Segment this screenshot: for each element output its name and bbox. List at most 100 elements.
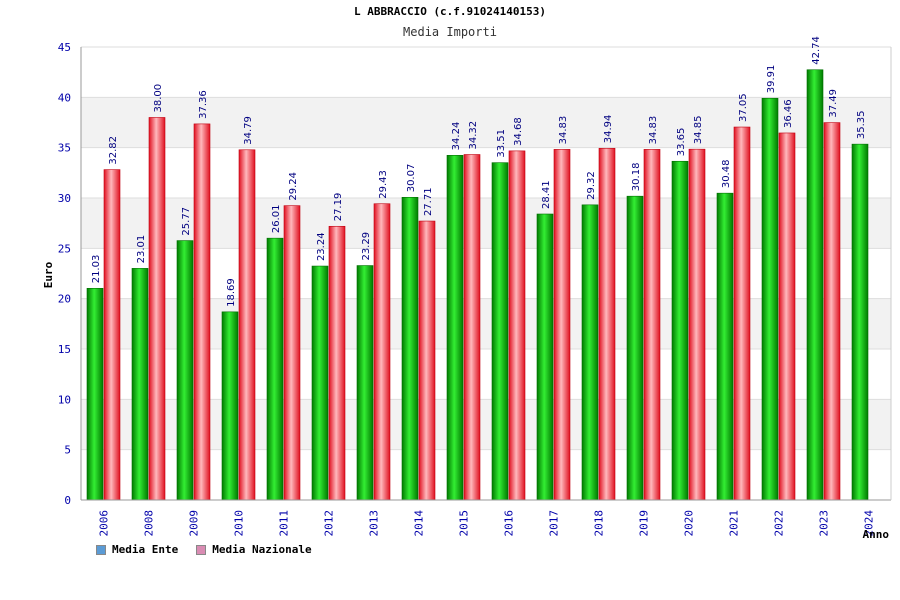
data-label: 21.03 bbox=[91, 255, 102, 284]
value-labels: 21.03 32.82 23.01 38.00 25.77 37.36 18.69 34.79… bbox=[91, 36, 867, 307]
data-label: 34.32 bbox=[468, 121, 479, 150]
bar-media-ente bbox=[131, 268, 149, 501]
y-tick-label: 5 bbox=[64, 444, 71, 457]
data-label: 29.32 bbox=[586, 171, 597, 200]
y-tick-label: 25 bbox=[58, 242, 71, 255]
grid-band bbox=[81, 298, 891, 349]
bar-media-nazionale bbox=[553, 149, 571, 501]
data-label: 34.24 bbox=[451, 122, 462, 151]
data-label: 33.65 bbox=[676, 128, 687, 157]
x-tick-label: 2024 bbox=[863, 510, 876, 537]
legend-label: Media Nazionale bbox=[212, 543, 312, 556]
legend-item-media-ente: Media Ente bbox=[96, 543, 178, 556]
bar-media-ente bbox=[176, 240, 194, 501]
bar-media-nazionale bbox=[328, 225, 346, 501]
x-tick-label: 2011 bbox=[278, 510, 291, 537]
legend: Media Ente Media Nazionale bbox=[96, 543, 312, 556]
data-label: 42.74 bbox=[811, 36, 822, 65]
bar-media-ente bbox=[491, 162, 509, 501]
bar-media-nazionale bbox=[733, 126, 751, 501]
y-tick-label: 10 bbox=[58, 393, 71, 406]
legend-label: Media Ente bbox=[112, 543, 179, 556]
data-label: 18.69 bbox=[226, 278, 237, 307]
bar-media-nazionale bbox=[283, 205, 301, 501]
x-tick-label: 2016 bbox=[503, 510, 516, 537]
bar-media-ente bbox=[671, 160, 689, 501]
bar-media-nazionale bbox=[193, 123, 211, 501]
x-tick-labels: 2006 2008 2009 2010 2011 2012 2013 2014 2015 2016… bbox=[98, 510, 876, 537]
data-label: 26.01 bbox=[271, 205, 282, 234]
data-label: 29.43 bbox=[378, 170, 389, 199]
y-tick-label: 45 bbox=[58, 41, 71, 54]
bar-media-nazionale bbox=[688, 148, 706, 501]
bar-media-ente bbox=[86, 287, 104, 501]
bar-media-nazionale bbox=[508, 150, 526, 501]
x-tick-label: 2010 bbox=[233, 510, 246, 537]
grid-band bbox=[81, 198, 891, 249]
data-label: 33.51 bbox=[496, 129, 507, 158]
x-tick-label: 2012 bbox=[323, 510, 336, 537]
bar-media-ente bbox=[446, 155, 464, 501]
data-label: 34.79 bbox=[243, 116, 254, 145]
y-tick-label: 40 bbox=[58, 91, 71, 104]
data-label: 37.05 bbox=[738, 93, 749, 122]
x-tick-label: 2018 bbox=[593, 510, 606, 537]
data-label: 27.19 bbox=[333, 193, 344, 222]
bar-media-nazionale bbox=[778, 132, 796, 501]
y-tick-label: 15 bbox=[58, 343, 71, 356]
bars bbox=[86, 69, 869, 501]
data-label: 23.24 bbox=[316, 232, 327, 261]
y-tick-label: 0 bbox=[64, 494, 71, 507]
grid-lines bbox=[81, 46, 891, 501]
x-tick-label: 2014 bbox=[413, 510, 426, 537]
bar-media-nazionale bbox=[103, 169, 121, 501]
grid-band bbox=[81, 399, 891, 450]
axes bbox=[80, 47, 892, 501]
data-label: 34.85 bbox=[693, 116, 704, 145]
bar-media-nazionale bbox=[238, 149, 256, 501]
bar-media-nazionale bbox=[823, 122, 841, 501]
x-tick-label: 2020 bbox=[683, 510, 696, 537]
bar-media-ente bbox=[626, 195, 644, 501]
bar-media-ente bbox=[266, 237, 284, 501]
data-label: 36.46 bbox=[783, 99, 794, 128]
data-label: 25.77 bbox=[181, 207, 192, 236]
legend-item-media-nazionale: Media Nazionale bbox=[196, 543, 312, 556]
legend-swatch bbox=[96, 544, 106, 555]
data-label: 30.07 bbox=[406, 164, 417, 193]
bar-media-nazionale bbox=[373, 203, 391, 501]
bar-media-ente bbox=[581, 204, 599, 501]
data-label: 30.48 bbox=[721, 160, 732, 189]
bar-media-nazionale bbox=[643, 149, 661, 501]
bar-media-ente bbox=[761, 97, 779, 501]
data-label: 37.49 bbox=[828, 89, 839, 118]
bar-media-ente bbox=[716, 192, 734, 501]
y-tick-label: 30 bbox=[58, 192, 71, 205]
bar-media-ente bbox=[221, 311, 239, 501]
x-axis-label: Anno bbox=[863, 528, 890, 541]
chart-title: L ABBRACCIO (c.f.91024140153) bbox=[353, 5, 547, 18]
x-tick-label: 2013 bbox=[368, 510, 381, 537]
data-label: 37.36 bbox=[198, 90, 209, 119]
bar-media-ente bbox=[356, 265, 374, 501]
chart-subtitle: Media Importi bbox=[403, 25, 497, 39]
data-label: 39.91 bbox=[766, 65, 777, 94]
data-label: 35.35 bbox=[856, 111, 867, 140]
data-label: 28.41 bbox=[541, 180, 552, 209]
x-tick-label: 2023 bbox=[818, 510, 831, 537]
data-label: 34.68 bbox=[513, 117, 524, 146]
bar-media-nazionale bbox=[148, 117, 166, 501]
bar-media-ente bbox=[311, 265, 329, 501]
x-tick-label: 2008 bbox=[143, 510, 156, 537]
data-label: 32.82 bbox=[108, 136, 119, 165]
bar-media-ente bbox=[851, 143, 869, 501]
bar-media-ente bbox=[806, 69, 824, 501]
data-label: 34.83 bbox=[648, 116, 659, 145]
data-label: 27.71 bbox=[423, 187, 434, 216]
legend-swatch bbox=[196, 544, 207, 555]
y-axis-label: Euro bbox=[42, 261, 55, 288]
bar-media-nazionale bbox=[598, 147, 616, 501]
data-label: 30.18 bbox=[631, 163, 642, 192]
data-label: 23.01 bbox=[136, 235, 147, 264]
